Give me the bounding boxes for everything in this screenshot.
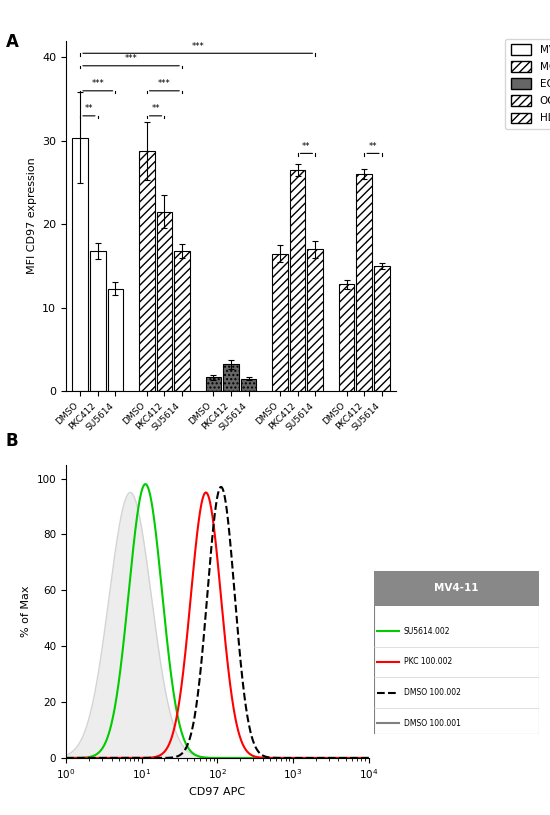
Bar <box>73 138 88 391</box>
Y-axis label: % of Max: % of Max <box>21 585 31 637</box>
Bar <box>108 289 123 391</box>
Text: ***: *** <box>158 79 170 88</box>
Legend: MV4-11, MOLM-13, EOL-1, OCI-AML3, HL-60: MV4-11, MOLM-13, EOL-1, OCI-AML3, HL-60 <box>505 39 550 129</box>
Bar <box>290 170 305 391</box>
Bar <box>307 249 323 391</box>
Text: PKC 100.002: PKC 100.002 <box>404 658 452 667</box>
Text: ***: *** <box>191 42 204 51</box>
Bar <box>356 174 372 391</box>
Text: ***: *** <box>91 79 104 88</box>
Text: A: A <box>6 33 18 51</box>
Bar <box>374 266 389 391</box>
FancyBboxPatch shape <box>374 570 539 734</box>
Bar <box>374 570 539 606</box>
Text: **: ** <box>85 104 93 113</box>
Text: **: ** <box>302 142 311 151</box>
Bar <box>241 379 256 391</box>
Text: **: ** <box>151 104 160 113</box>
Text: **: ** <box>369 142 377 151</box>
X-axis label: CD97 APC: CD97 APC <box>189 787 245 797</box>
Bar <box>223 364 239 391</box>
Bar <box>174 251 190 391</box>
Bar <box>157 212 172 391</box>
Text: B: B <box>6 432 18 450</box>
Bar <box>139 151 155 391</box>
Text: ***: *** <box>125 55 138 64</box>
Text: MV4-11: MV4-11 <box>434 584 478 593</box>
Text: DMSO 100.002: DMSO 100.002 <box>404 688 460 697</box>
Bar <box>90 251 106 391</box>
Bar <box>206 377 221 391</box>
Bar <box>339 284 354 391</box>
Text: DMSO 100.001: DMSO 100.001 <box>404 719 460 728</box>
Text: SU5614.002: SU5614.002 <box>404 627 450 636</box>
Bar <box>272 253 288 391</box>
Y-axis label: MFI CD97 expression: MFI CD97 expression <box>26 157 37 275</box>
